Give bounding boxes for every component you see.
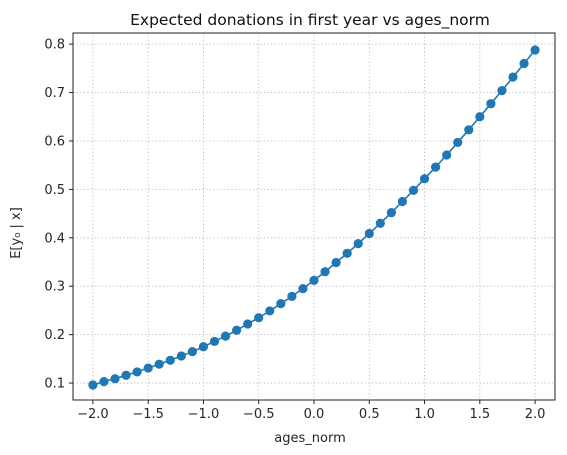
data-point bbox=[165, 355, 175, 365]
x-axis-label: ages_norm bbox=[274, 431, 345, 446]
data-point bbox=[254, 313, 264, 323]
data-point bbox=[99, 377, 109, 387]
series-layer bbox=[88, 45, 540, 390]
data-point bbox=[475, 112, 485, 122]
y-tick-label: 0.5 bbox=[44, 183, 65, 198]
x-tick-label: −2.0 bbox=[77, 407, 109, 422]
data-point bbox=[176, 351, 186, 361]
data-point bbox=[154, 359, 164, 369]
data-point bbox=[375, 218, 385, 228]
x-axis: −2.0 −1.5 −1.0 −0.5 0.0 0.5 1.0 1.5 2.0 bbox=[77, 400, 545, 422]
y-tick-label: 0.7 bbox=[44, 86, 65, 101]
data-point bbox=[353, 239, 363, 249]
x-tick-label: 0.0 bbox=[304, 407, 325, 422]
x-tick-label: 2.0 bbox=[525, 407, 546, 422]
x-tick-label: 1.0 bbox=[414, 407, 435, 422]
data-point bbox=[331, 257, 341, 268]
data-point bbox=[232, 325, 242, 335]
data-point bbox=[276, 299, 286, 309]
data-point bbox=[442, 150, 452, 160]
data-point bbox=[464, 125, 474, 135]
y-tick-label: 0.3 bbox=[44, 280, 65, 295]
data-point bbox=[397, 196, 408, 207]
data-point bbox=[187, 346, 197, 357]
data-point bbox=[419, 174, 430, 184]
data-point bbox=[320, 267, 330, 277]
x-tick-label: −1.5 bbox=[132, 407, 164, 422]
data-point bbox=[342, 248, 352, 258]
y-tick-label: 0.8 bbox=[44, 38, 65, 53]
data-point bbox=[519, 58, 529, 69]
data-point bbox=[453, 137, 463, 148]
y-axis: 0.1 0.2 0.3 0.4 0.5 0.6 0.7 0.8 bbox=[44, 38, 73, 392]
data-point bbox=[132, 367, 142, 377]
y-tick-label: 0.4 bbox=[44, 231, 65, 246]
x-tick-label: 1.5 bbox=[469, 407, 490, 422]
data-point bbox=[265, 306, 275, 316]
x-tick-label: 0.5 bbox=[359, 407, 380, 422]
data-point bbox=[121, 370, 131, 380]
data-point bbox=[486, 99, 496, 109]
y-tick-label: 0.6 bbox=[44, 134, 65, 149]
y-axis-label: E[y₀ | x] bbox=[9, 207, 24, 259]
data-point bbox=[298, 284, 308, 294]
data-point bbox=[309, 275, 319, 286]
x-tick-label: −1.0 bbox=[188, 407, 220, 422]
data-point bbox=[431, 162, 441, 172]
chart-title: Expected donations in first year vs ages… bbox=[130, 11, 490, 30]
x-tick-label: −0.5 bbox=[243, 407, 275, 422]
data-point bbox=[110, 374, 120, 384]
data-point bbox=[143, 363, 153, 373]
data-point bbox=[364, 228, 374, 239]
y-tick-label: 0.2 bbox=[44, 328, 65, 343]
data-point bbox=[530, 45, 540, 55]
data-point bbox=[88, 380, 98, 390]
data-point bbox=[508, 72, 518, 82]
y-tick-label: 0.1 bbox=[44, 377, 65, 392]
data-point bbox=[209, 336, 220, 347]
data-point bbox=[287, 291, 297, 301]
data-point bbox=[243, 319, 253, 329]
data-point bbox=[386, 208, 396, 218]
data-point bbox=[408, 185, 419, 195]
data-point bbox=[220, 331, 231, 341]
data-point bbox=[198, 342, 209, 352]
data-point bbox=[497, 86, 507, 96]
grid-layer bbox=[73, 33, 555, 400]
